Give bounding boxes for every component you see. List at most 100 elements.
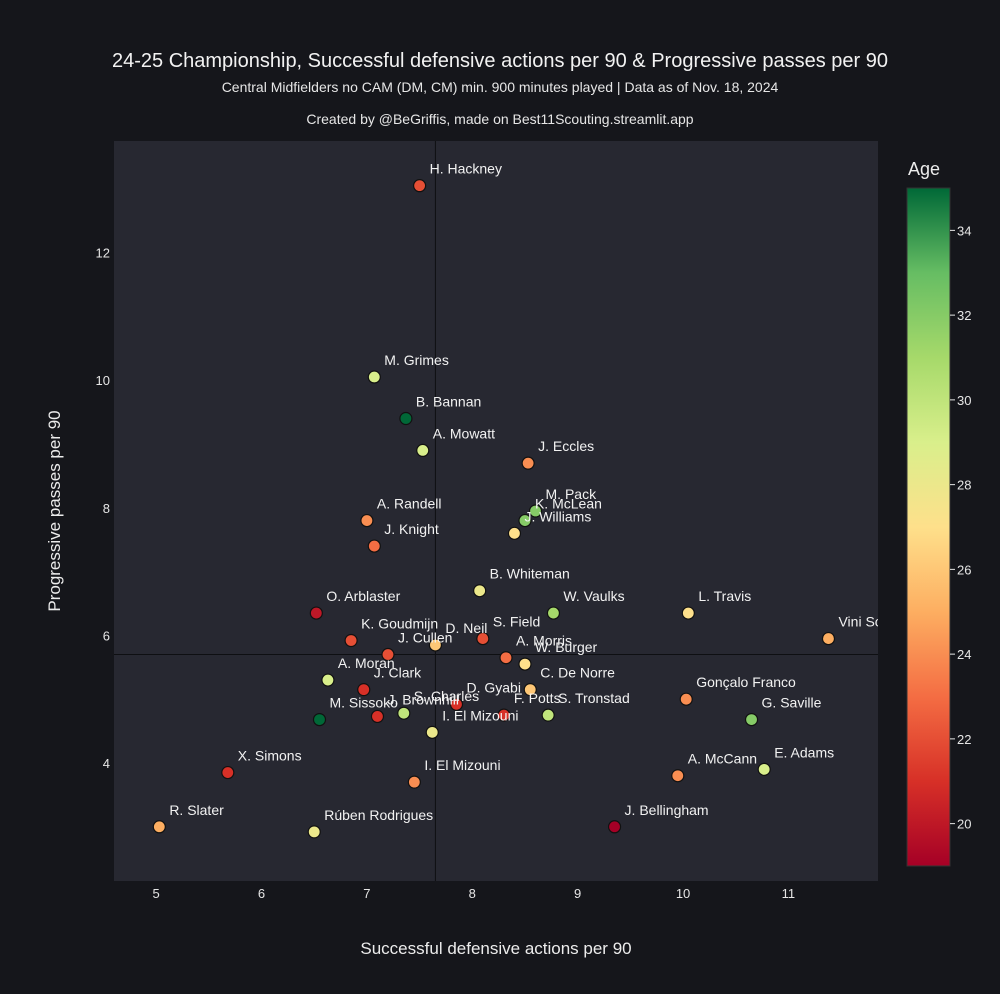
scatter-point [407,775,421,789]
point-label: G. Saville [762,695,822,711]
scatter-point [671,769,685,783]
scatter-point [497,708,511,722]
y-tick-label: 4 [103,756,110,771]
point-label: R. Slater [169,802,224,818]
point-label: J. Eccles [538,438,594,454]
y-tick-label: 10 [96,373,110,388]
scatter-point [367,539,381,553]
point-label: S. Tronstad [558,690,630,706]
colorbar-tick-label: 22 [957,732,971,747]
chart-credit: Created by @BeGriffis, made on Best11Sco… [306,111,694,127]
scatter-point [476,631,490,646]
scatter-point [397,706,411,720]
point-label: J. Brownhill [387,691,459,707]
scatter-point [821,631,836,646]
point-label: B. Whiteman [490,566,570,582]
scatter-point [367,370,381,384]
scatter-point [521,456,535,470]
scatter-point [307,825,321,839]
colorbar-tick-label: 30 [957,393,971,408]
point-label: H. Hackney [430,161,502,177]
point-label: B. Bannan [416,394,481,410]
scatter-point [518,657,532,671]
scatter-point [221,765,235,780]
colorbar-tick-label: 24 [957,647,971,662]
plot-area [114,141,878,881]
point-label: J. Williams [524,508,591,524]
point-label: D. Gyabi [466,679,520,695]
scatter-point [523,683,537,697]
point-label: A. McCann [688,751,757,767]
point-label: K. McLean [535,496,602,512]
x-tick-label: 7 [363,886,370,901]
point-label: J. Knight [384,521,439,537]
point-label: I. El Mizouni [424,757,500,773]
point-label: C. De Norre [540,665,615,681]
scatter-point [413,179,427,193]
y-tick-label: 6 [103,628,110,643]
point-label: W. Burger [535,639,598,655]
point-label: M. Pack [546,486,598,502]
scatter-point [528,504,543,518]
point-label: O. Arblaster [326,588,400,604]
point-label: M. Grimes [384,352,449,368]
point-label: A. Morris [516,633,572,649]
point-label: S. Field [493,614,540,630]
scatter-point [507,526,522,540]
point-label: A. Moran [338,655,395,671]
scatter-point [425,725,439,739]
colorbar-gradient [906,187,951,867]
x-tick-label: 10 [676,886,690,901]
scatter-point [518,513,532,528]
point-label: X. Simons [238,748,302,764]
scatter-point [344,633,358,648]
scatter-point [312,713,327,727]
point-label: F. Potts [514,690,561,706]
scatter-point [357,683,371,697]
x-tick-label: 11 [782,886,796,901]
age-colorbar: Age 20 22 24 26 28 30 32 34 [906,159,971,867]
scatter-point [370,709,385,724]
x-axis-title: Successful defensive actions per 90 [360,939,631,958]
scatter-point [744,713,759,727]
scatter-point [681,606,695,620]
point-label: D. Neil [445,620,487,636]
colorbar-tick-label: 34 [957,223,971,238]
point-label: A. Mowatt [433,425,495,441]
scatter-point [607,820,622,834]
colorbar-tick-label: 32 [957,308,971,323]
scatter-point [381,647,395,662]
colorbar-tick-label: 20 [957,817,971,832]
y-tick-label: 12 [96,246,110,261]
colorbar-tick-label: 28 [957,478,971,493]
x-tick-label: 5 [153,886,160,901]
scatter-point [546,606,561,620]
point-label: M. Sissoko [329,695,398,711]
point-label: W. Vaulks [563,588,624,604]
scatter-point [152,820,166,834]
colorbar-tick-label: 26 [957,562,971,577]
scatter-point [757,762,771,776]
scatter-point [428,638,443,652]
point-label: Rúben Rodrigues [324,807,433,823]
scatter-point [499,651,513,665]
point-label: J. Clark [374,665,422,681]
x-tick-label: 9 [574,886,581,901]
y-axis-title: Progressive passes per 90 [45,410,64,611]
scatter-point [309,606,323,620]
scatter-point [416,443,430,457]
point-label: I. El Mizouni [442,707,518,723]
point-label: K. Goudmijn [361,616,438,632]
point-label: J. Bellingham [625,802,709,818]
point-label: S. Charles [414,688,479,704]
chart-subtitle: Central Midfielders no CAM (DM, CM) min.… [221,79,779,95]
x-tick-label: 6 [258,886,265,901]
colorbar-title: Age [908,159,940,179]
scatter-point [541,708,555,722]
point-label: Vini Souza [838,614,905,630]
chart-title: 24-25 Championship, Successful defensive… [112,50,888,72]
scatter-point [399,411,413,426]
point-label: L. Travis [698,588,751,604]
